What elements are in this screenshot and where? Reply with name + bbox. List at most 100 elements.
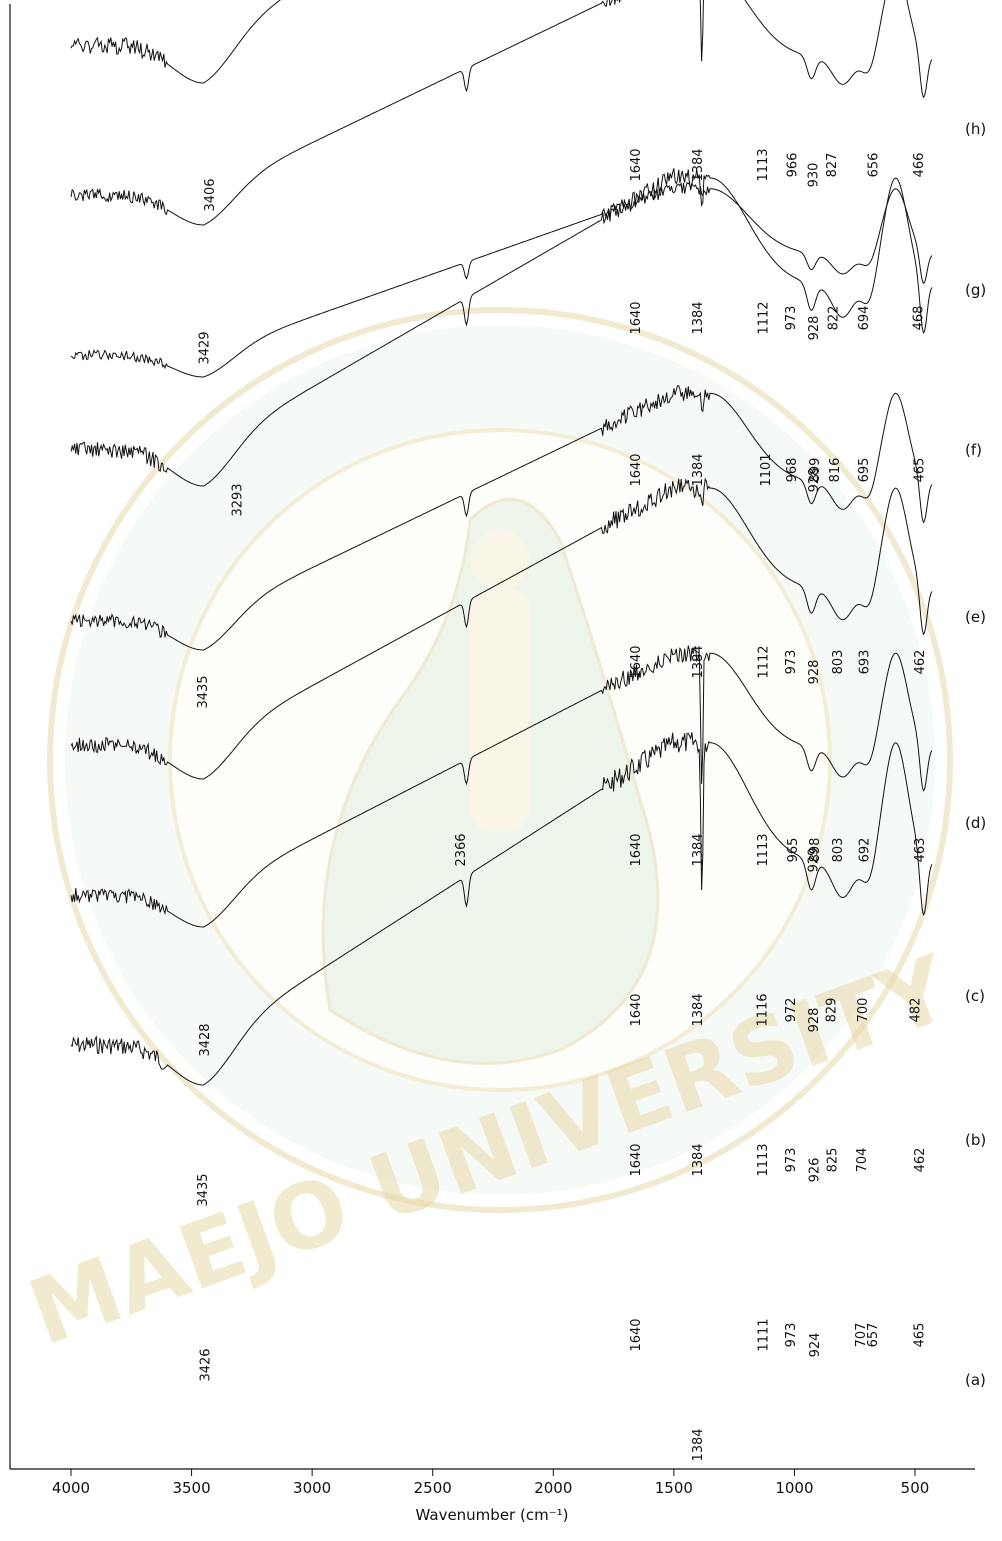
x-tick-label-2000: 2000 [534, 1479, 572, 1497]
watermark-seal [47, 307, 953, 1213]
peak-label-c-482: 482 [908, 998, 923, 1023]
peak-label-d-1640: 1640 [629, 833, 644, 866]
peak-label-a-465: 465 [912, 1323, 927, 1348]
peak-label-c-1640: 1640 [629, 993, 644, 1026]
peak-label-f-3293: 3293 [231, 483, 246, 516]
spectrum-line-c [70, 477, 933, 780]
spectrum-line-g [70, 0, 933, 226]
peak-label-a-3426: 3426 [198, 1348, 213, 1381]
peak-label-f-1384: 1384 [691, 453, 706, 486]
peak-label-c-928: 928 [807, 1008, 822, 1033]
spectrum-line-b [70, 645, 933, 928]
spectrum-line-f [70, 181, 933, 378]
peak-label-b-926: 926 [807, 1158, 822, 1183]
peak-label-e-1384: 1384 [691, 645, 706, 678]
peak-label-d-463: 463 [913, 838, 928, 863]
peak-label-d-1384: 1384 [691, 833, 706, 866]
series-label-e: (e) [965, 608, 986, 626]
series-label-g: (g) [965, 281, 986, 299]
x-tick-label-2500: 2500 [414, 1479, 452, 1497]
peak-label-a-657: 657 [866, 1323, 881, 1348]
peak-label-b-1113: 1113 [756, 1143, 771, 1176]
peak-label-f-1640: 1640 [629, 453, 644, 486]
peak-label-f-899: 899 [808, 458, 823, 483]
peak-label-e-693: 693 [858, 650, 873, 675]
series-label-d: (d) [965, 814, 986, 832]
peak-label-g-694: 694 [857, 306, 872, 331]
peak-label-a-973: 973 [784, 1323, 799, 1348]
x-axis-title: Wavenumber (cm⁻¹) [416, 1506, 569, 1524]
peak-label-d-965: 965 [786, 838, 801, 863]
peak-label-d-692: 692 [858, 838, 873, 863]
peak-label-d-2366: 2366 [454, 833, 469, 866]
plot-frame [9, 4, 975, 1470]
peak-label-h-3406: 3406 [203, 178, 218, 211]
peak-label-a-1384: 1384 [691, 1428, 706, 1461]
x-axis-ticks [70, 1469, 916, 1476]
peak-label-d-929: 929 [807, 848, 822, 873]
peak-label-c-829: 829 [825, 998, 840, 1023]
peak-label-b-704: 704 [855, 1148, 870, 1173]
series-label-h: (h) [965, 120, 986, 138]
spectrum-line-e [70, 168, 933, 487]
spectrum-line-a [70, 732, 933, 1086]
peak-label-h-466: 466 [912, 153, 927, 178]
peak-label-h-966: 966 [786, 153, 801, 178]
peak-label-f-968: 968 [785, 458, 800, 483]
peak-label-c-1384: 1384 [691, 993, 706, 1026]
peak-label-g-1640: 1640 [629, 301, 644, 334]
series-label-b: (b) [965, 1131, 986, 1149]
spectrum-line-h [70, 0, 281, 84]
series-label-c: (c) [965, 987, 985, 1005]
x-tick-label-1500: 1500 [655, 1479, 693, 1497]
series-labels-group: (a) (b) (c) (d) (e) (f) (g) (h) [965, 120, 986, 1389]
peak-label-h-827: 827 [825, 153, 840, 178]
peak-label-g-822: 822 [826, 306, 841, 331]
peak-label-b-3435: 3435 [196, 1173, 211, 1206]
x-axis-tick-labels: 4000 3500 3000 2500 2000 1500 1000 500 [52, 1479, 929, 1497]
peak-label-f-816: 816 [828, 458, 843, 483]
peak-label-f-1101: 1101 [759, 453, 774, 486]
spectrum-line-d [70, 385, 933, 651]
peak-label-b-1384: 1384 [691, 1143, 706, 1176]
peak-label-e-3435: 3435 [196, 675, 211, 708]
peak-label-c-700: 700 [856, 998, 871, 1023]
x-tick-label-500: 500 [901, 1479, 930, 1497]
peak-label-e-928: 928 [807, 660, 822, 685]
peak-label-c-972: 972 [784, 998, 799, 1023]
peak-label-b-973: 973 [784, 1148, 799, 1173]
peak-label-e-462: 462 [913, 650, 928, 675]
peak-label-f-465: 465 [912, 458, 927, 483]
series-label-a: (a) [965, 1371, 986, 1389]
peak-label-d-803: 803 [831, 838, 846, 863]
peak-label-a-707: 707 [854, 1323, 869, 1348]
peak-label-g-468: 468 [912, 306, 927, 331]
peak-label-h-656: 656 [866, 153, 881, 178]
peak-label-b-825: 825 [826, 1148, 841, 1173]
peak-label-h-1640: 1640 [629, 148, 644, 181]
peak-label-d-1113: 1113 [756, 833, 771, 866]
spectra-group [70, 0, 933, 1086]
peak-label-c-3428: 3428 [198, 1023, 213, 1056]
peak-label-h-930: 930 [806, 163, 821, 188]
peak-label-g-3429: 3429 [198, 331, 213, 364]
peak-label-e-973: 973 [784, 650, 799, 675]
peak-label-a-924: 924 [808, 1333, 823, 1358]
peak-label-g-973: 973 [784, 306, 799, 331]
peak-label-e-1640: 1640 [629, 645, 644, 678]
peak-label-g-928: 928 [807, 316, 822, 341]
peak-label-f-695: 695 [857, 458, 872, 483]
peak-label-d-898: 898 [808, 838, 823, 863]
series-label-f: (f) [965, 441, 982, 459]
peak-label-f-928: 928 [807, 468, 822, 493]
peak-label-h-1384: 1384 [691, 148, 706, 181]
peak-label-e-803: 803 [831, 650, 846, 675]
peak-label-a-1111: 1111 [757, 1318, 772, 1351]
peak-label-h-1113: 1113 [756, 148, 771, 181]
peak-label-b-462: 462 [913, 1148, 928, 1173]
peak-label-c-1116: 1116 [756, 993, 771, 1026]
peak-label-e-1112: 1112 [756, 645, 771, 678]
x-tick-label-4000: 4000 [52, 1479, 90, 1497]
